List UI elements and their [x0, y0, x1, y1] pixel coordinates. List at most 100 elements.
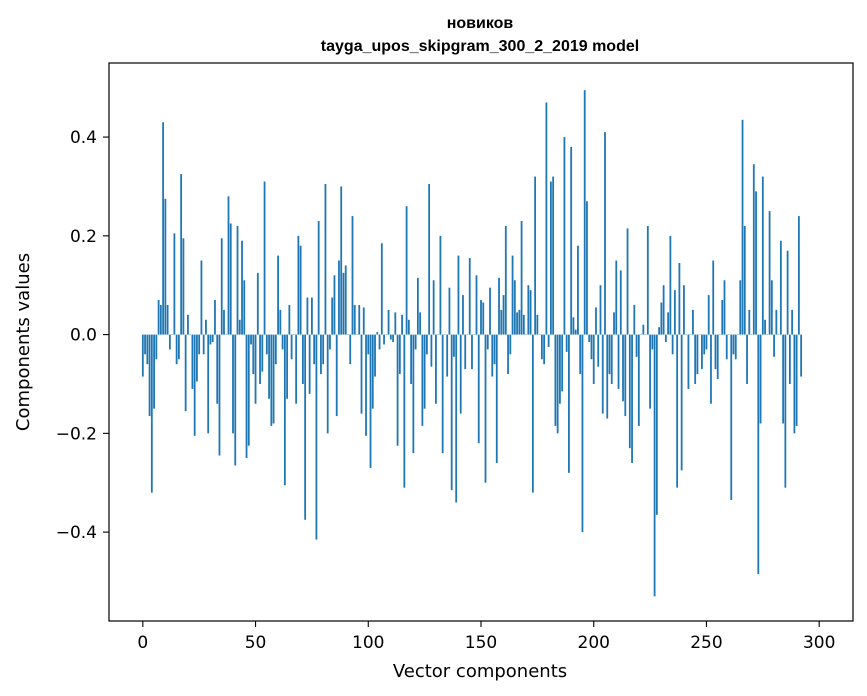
bar-258	[723, 280, 726, 335]
bar-57	[270, 334, 273, 426]
bar-248	[701, 334, 703, 370]
x-tick-label: 150	[465, 633, 497, 653]
bar-100	[367, 334, 370, 355]
bar-43	[238, 319, 241, 335]
bar-35	[220, 238, 223, 335]
y-tick-label: 0.0	[70, 326, 97, 346]
bar-255	[716, 334, 719, 380]
bar-31	[211, 334, 214, 342]
bar-137	[450, 334, 453, 491]
bar-26	[200, 260, 203, 335]
bar-286	[786, 250, 789, 335]
y-tick-label: −0.2	[56, 424, 97, 444]
bar-114	[398, 334, 401, 375]
bar-44	[241, 240, 243, 335]
bar-284	[782, 334, 785, 424]
bar-275	[761, 176, 764, 335]
bar-180	[547, 334, 550, 347]
bar-105	[378, 334, 381, 350]
bar-205	[604, 132, 606, 335]
bar-236	[673, 290, 676, 335]
bar-38	[227, 196, 230, 335]
bar-196	[583, 90, 586, 335]
bar-63	[283, 334, 286, 486]
bar-178	[543, 334, 546, 365]
bar-0	[141, 334, 144, 377]
bar-171	[527, 285, 530, 335]
bar-132	[439, 235, 442, 335]
bar-93	[351, 216, 354, 335]
bar-244	[692, 309, 694, 335]
y-tick-label: 0.2	[70, 227, 97, 247]
bar-224	[646, 225, 649, 335]
bar-51	[256, 272, 259, 335]
bar-199	[590, 334, 593, 360]
bar-237	[676, 334, 679, 488]
bar-30	[209, 334, 212, 345]
bar-168	[520, 221, 523, 335]
bar-276	[764, 319, 766, 335]
x-tick-label: 100	[352, 633, 384, 653]
bar-120	[412, 334, 415, 454]
bar-163	[509, 334, 512, 355]
bar-119	[410, 334, 413, 384]
bar-29	[207, 334, 210, 434]
bar-98	[362, 307, 365, 335]
bar-82	[326, 334, 329, 434]
bar-146	[471, 334, 473, 370]
bar-128	[430, 334, 433, 367]
bar-72	[304, 334, 307, 520]
bar-266	[741, 119, 744, 335]
bar-86	[335, 334, 338, 417]
bar-141	[459, 334, 462, 414]
bar-175	[536, 314, 539, 335]
bar-184	[556, 334, 559, 434]
bar-34	[218, 334, 221, 456]
bar-8	[159, 304, 162, 335]
bar-240	[683, 285, 685, 335]
bar-165	[513, 280, 516, 335]
bar-115	[401, 314, 403, 335]
bar-192	[574, 329, 577, 335]
bar-231	[662, 285, 665, 335]
bar-127	[428, 183, 431, 335]
bar-225	[649, 334, 651, 409]
bar-76	[313, 334, 316, 365]
bar-185	[559, 334, 561, 404]
bar-219	[635, 334, 638, 357]
bar-49	[252, 334, 255, 375]
bar-32	[214, 300, 216, 335]
bar-222	[642, 324, 645, 335]
bar-81	[324, 183, 327, 335]
bar-73	[306, 297, 309, 335]
bar-153	[486, 334, 489, 350]
bar-228	[655, 334, 658, 515]
bar-103	[374, 334, 376, 377]
bar-55	[265, 334, 268, 355]
bar-series	[141, 90, 803, 597]
bar-109	[387, 309, 390, 335]
x-tick-label: 50	[245, 633, 267, 653]
bar-162	[507, 334, 509, 375]
bar-9	[162, 122, 165, 335]
bar-61	[279, 309, 282, 335]
bar-155	[491, 334, 494, 377]
bar-278	[768, 211, 771, 335]
bar-249	[703, 334, 706, 355]
bar-125	[423, 334, 426, 409]
bar-111	[392, 334, 394, 342]
bar-116	[403, 334, 406, 488]
bar-80	[322, 334, 325, 365]
bar-208	[610, 334, 613, 384]
bar-290	[795, 334, 798, 426]
bar-88	[340, 186, 343, 335]
bar-3	[148, 334, 151, 417]
bar-262	[732, 334, 735, 355]
bar-94	[353, 304, 356, 335]
bar-18	[182, 238, 185, 335]
bar-166	[516, 312, 518, 335]
bar-206	[606, 334, 609, 419]
bar-181	[549, 181, 552, 335]
bar-47	[247, 334, 250, 446]
bar-71	[301, 334, 304, 384]
